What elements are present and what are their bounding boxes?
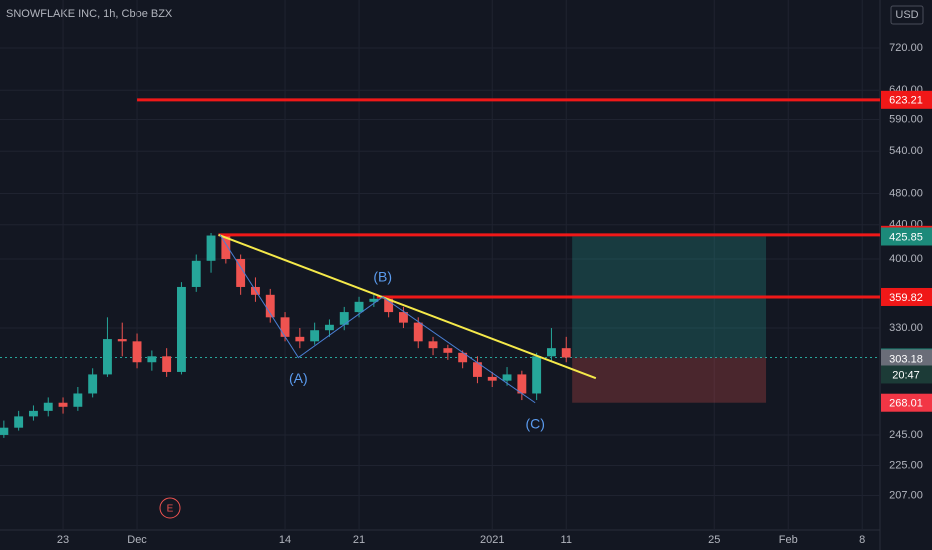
price-label-box (881, 287, 932, 306)
candle-body (73, 393, 83, 407)
candle-body (221, 235, 231, 259)
price-label-box (881, 349, 932, 368)
candle-body (384, 298, 394, 313)
x-tick-label: 21 (353, 534, 365, 546)
trendline (218, 233, 597, 380)
candle-body (339, 312, 349, 325)
currency[interactable]: USD (895, 9, 918, 21)
candle-body (43, 402, 53, 411)
candle-body (428, 341, 438, 349)
candle-body (29, 410, 38, 417)
candle-body (117, 339, 127, 342)
candle-body (547, 348, 556, 357)
price-label: 268.01 (889, 398, 923, 410)
x-tick-label: 14 (279, 534, 291, 546)
candle-body (295, 336, 305, 342)
candle-body (517, 374, 527, 394)
event-label[interactable]: E (167, 504, 174, 515)
stop-zone (572, 357, 767, 403)
y-tick-label: 540.00 (889, 145, 923, 157)
wave-label: (C) (525, 415, 544, 431)
countdown-box (881, 365, 932, 384)
candle-body (399, 312, 408, 323)
currency-box[interactable] (890, 5, 924, 25)
wave-label: (B) (373, 269, 392, 285)
candle-body (354, 301, 364, 313)
x-tick-label: Feb (779, 534, 798, 546)
candle-body (236, 258, 246, 287)
y-tick-label: 207.00 (889, 489, 923, 501)
candle-body (369, 298, 379, 302)
candle-body (177, 286, 186, 372)
x-tick-label: 2021 (480, 534, 504, 546)
y-tick-label: 720.00 (889, 42, 923, 54)
price-label-box (881, 227, 932, 246)
candle-body (561, 348, 571, 358)
candle-body (103, 339, 112, 375)
candle-body (88, 374, 98, 394)
y-tick-label: 225.00 (889, 459, 923, 471)
candle-body (310, 330, 320, 342)
candle-body (443, 348, 453, 353)
candle-body (487, 376, 497, 381)
price-label: 359.82 (889, 292, 923, 304)
y-tick-label: 245.00 (889, 429, 923, 441)
wave-label: (A) (289, 370, 308, 386)
chart-title: SNOWFLAKE INC, 1h, Cboe BZX (6, 8, 173, 20)
candle-body (162, 356, 172, 372)
price-label: 303.18 (889, 353, 923, 365)
y-tick-label: 590.00 (889, 113, 923, 125)
candle-body (280, 317, 290, 337)
candle-body (14, 416, 24, 428)
candle-body (413, 322, 423, 342)
candle-body (532, 356, 542, 394)
y-tick-label: 400.00 (889, 253, 923, 265)
candle-body (132, 341, 142, 363)
candle-body (473, 362, 482, 377)
candle-body (58, 402, 68, 407)
event-marker[interactable] (159, 497, 181, 519)
price-label: 623.21 (889, 95, 923, 107)
candle-body (458, 352, 468, 363)
countdown: 20:47 (892, 369, 920, 381)
candle-body (265, 294, 275, 318)
y-tick-label: 330.00 (889, 322, 923, 334)
x-tick-label: 23 (57, 534, 69, 546)
candle-body (502, 374, 512, 381)
wave-line (219, 234, 536, 404)
candle-body (206, 235, 216, 261)
candle-body (0, 427, 9, 435)
x-tick-label: Dec (127, 534, 147, 546)
x-tick-label: 25 (708, 534, 720, 546)
y-tick-label: 480.00 (889, 187, 923, 199)
price-label-box (881, 393, 932, 412)
candle-body (191, 260, 201, 287)
x-tick-label: 11 (561, 534, 572, 546)
price-label-box (881, 90, 932, 109)
price-label: 425.85 (889, 231, 923, 243)
candle-body (325, 324, 334, 331)
x-tick-label: 8 (859, 534, 865, 546)
candle-body (147, 356, 157, 363)
